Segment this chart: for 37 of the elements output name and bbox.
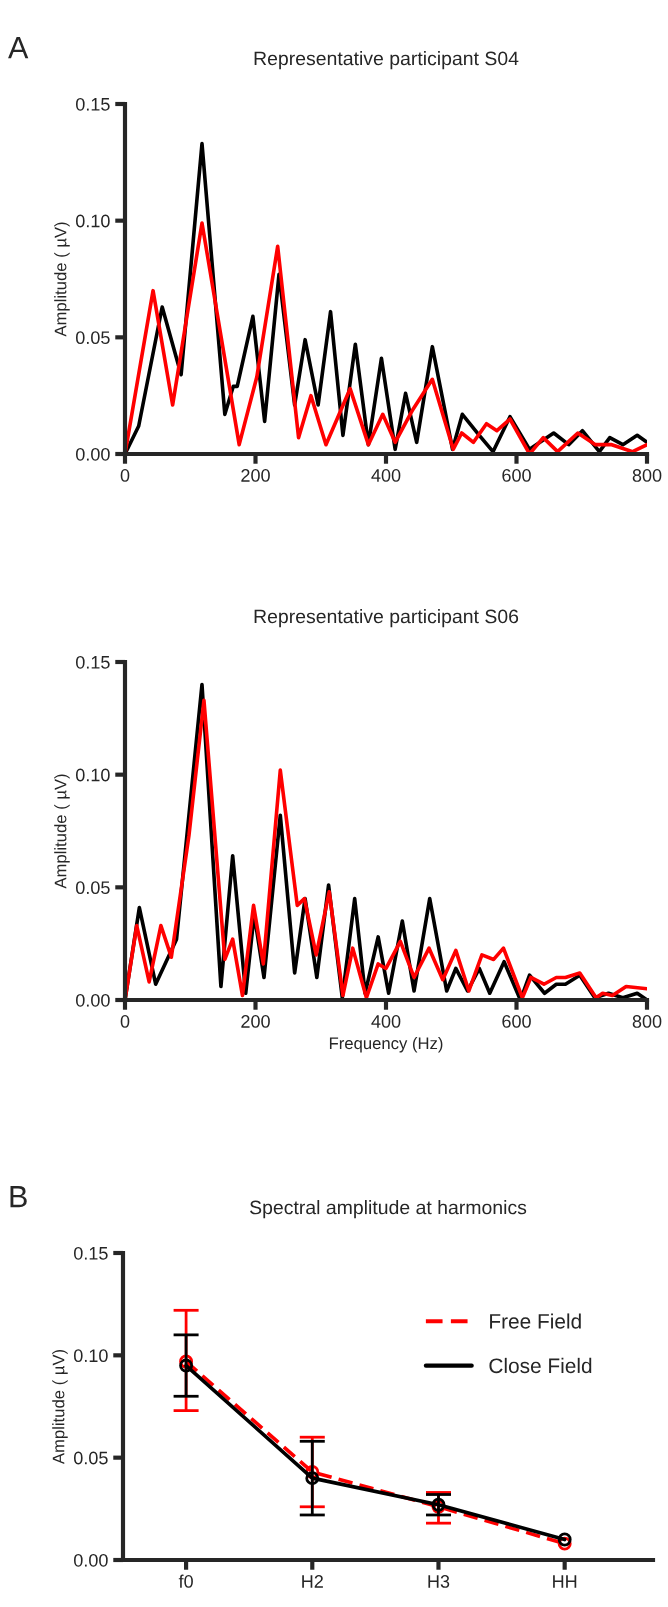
x-tick-label: H2 [302, 1575, 323, 1588]
chart-title: Representative participant S06 [254, 609, 519, 628]
legend-label: Close Field [489, 1357, 592, 1374]
x-tick-label: 200 [241, 1015, 270, 1028]
y-tick-label: 0.10 [75, 214, 110, 228]
y-tick-label: 0.05 [75, 331, 110, 345]
y-axis-title: Amplitude ( µV) [54, 774, 70, 889]
y-tick-label: 0.00 [73, 1553, 108, 1567]
x-tick-label: 600 [502, 1015, 531, 1028]
y-tick-label: 0.00 [75, 447, 110, 461]
y-tick-label: 0.15 [75, 97, 110, 111]
y-tick-label: 0.05 [75, 881, 110, 895]
y-tick-label: 0.15 [75, 655, 110, 669]
x-tick-label: HH [553, 1575, 577, 1588]
y-axis-title: Amplitude ( µV) [52, 1349, 68, 1465]
y-tick-label: 0.00 [75, 993, 110, 1007]
x-tick-label: H3 [428, 1575, 450, 1588]
x-tick-label: 400 [371, 469, 401, 482]
x-tick-label: 800 [632, 469, 662, 482]
chart-title: Representative participant S04 [254, 51, 519, 70]
chart-title: Spectral amplitude at harmonics [250, 1200, 527, 1219]
text: A [8, 37, 29, 59]
y-axis-title: Amplitude ( µV) [54, 222, 70, 337]
x-tick-label: 400 [371, 1015, 401, 1028]
x-tick-label: 200 [241, 469, 270, 482]
y-tick-label: 0.10 [75, 768, 110, 782]
x-tick-label: f0 [178, 1574, 193, 1588]
text: B [10, 1186, 27, 1208]
y-tick-label: 0.15 [73, 1246, 108, 1260]
y-tick-label: 0.05 [73, 1451, 108, 1465]
x-axis-title: Frequency (Hz) [329, 1036, 443, 1053]
x-tick-label: 0 [120, 469, 130, 482]
x-tick-label: 600 [502, 469, 531, 482]
x-tick-label: 0 [120, 1015, 130, 1028]
y-tick-label: 0.10 [73, 1349, 108, 1363]
x-tick-label: 800 [632, 1015, 662, 1028]
legend-label: Free Field [490, 1313, 581, 1329]
